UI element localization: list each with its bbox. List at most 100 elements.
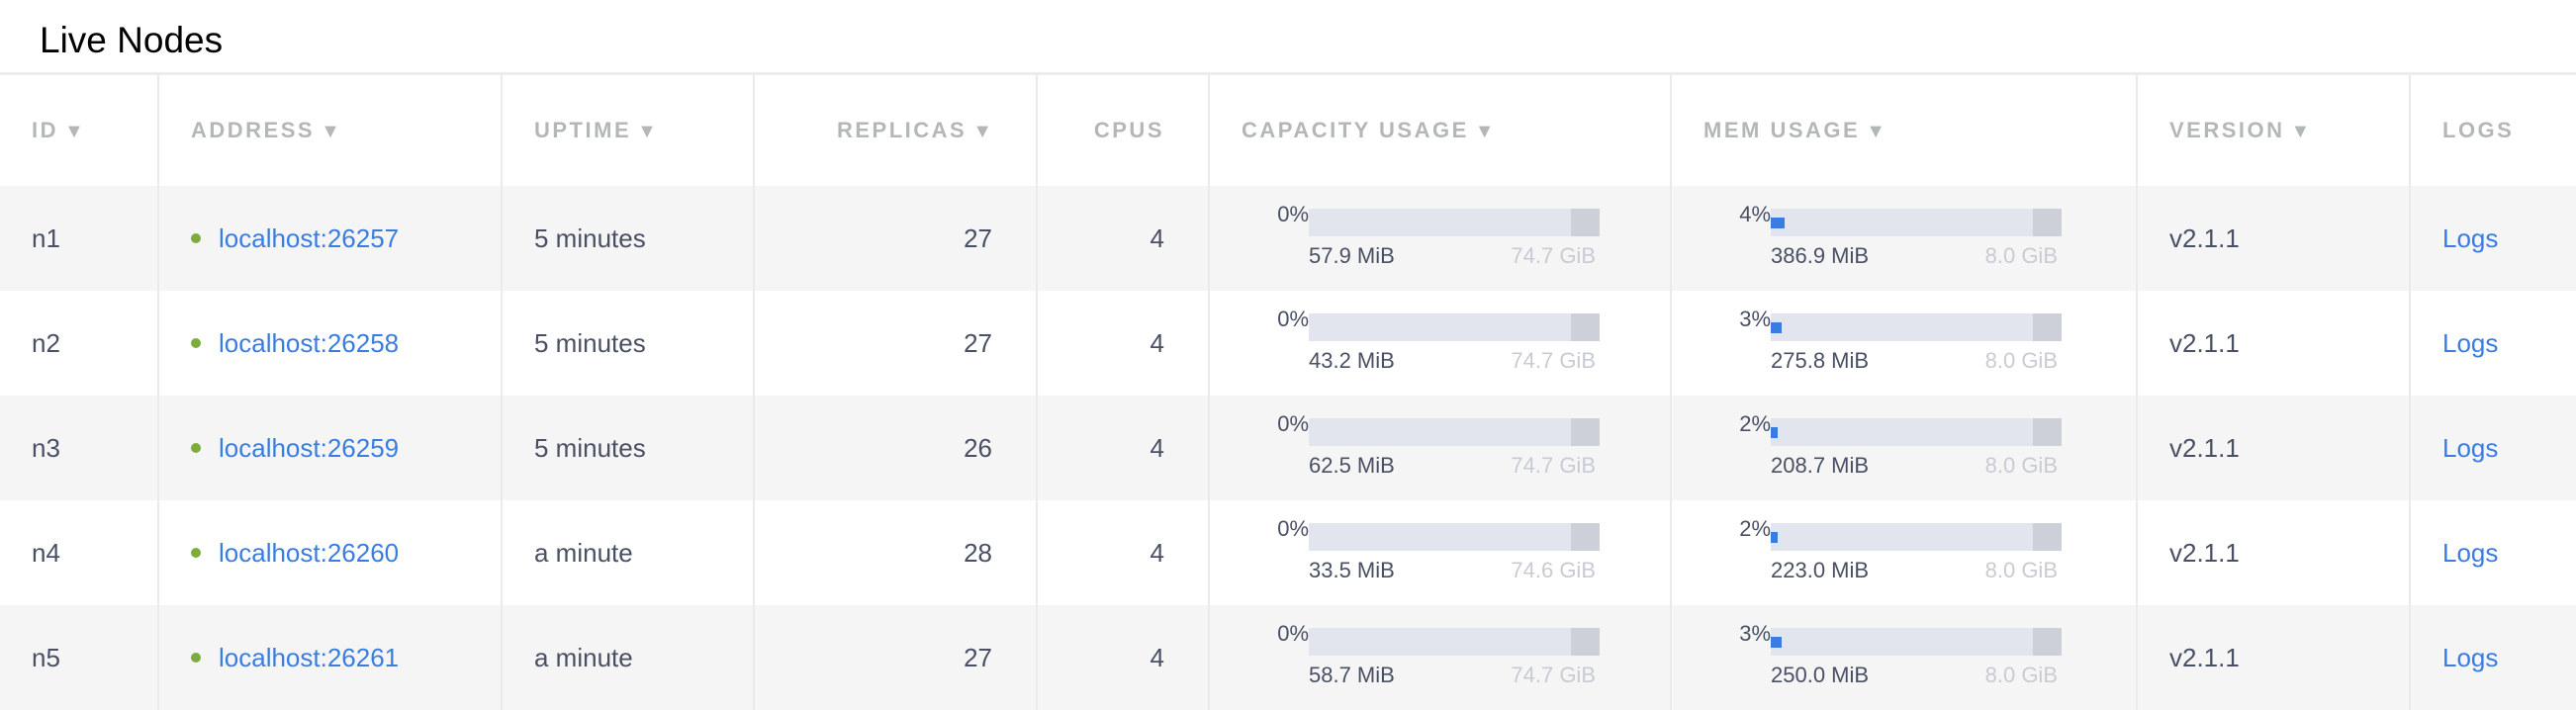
column-header-label: UPTIME xyxy=(534,118,632,142)
cap-percent: 0% xyxy=(1277,307,1309,331)
mem-usage-cell: 3% 250.0 MiB 8.0 GiB xyxy=(1670,605,2137,710)
mem-percent: 2% xyxy=(1739,411,1771,436)
logs-link[interactable]: Logs xyxy=(2442,327,2499,358)
page-title: Live Nodes xyxy=(40,20,224,60)
mem-usage: 2% 223.0 MiB 8.0 GiB xyxy=(1703,508,2136,597)
column-header-address[interactable]: ADDRESS ▼ xyxy=(157,75,502,186)
node-uptime: a minute xyxy=(501,605,754,710)
cap-percent: 0% xyxy=(1277,411,1309,436)
sort-arrow-icon[interactable]: ▼ xyxy=(2290,121,2311,142)
column-header-id[interactable]: ID ▼ xyxy=(0,75,158,186)
cap-usage: 0% 62.5 MiB 74.7 GiB xyxy=(1242,403,1670,492)
cap-total: 74.6 GiB xyxy=(1511,558,1596,582)
mem-percent: 4% xyxy=(1739,202,1771,226)
cap-usage-bar xyxy=(1309,523,1600,551)
mem-usage: 3% 250.0 MiB 8.0 GiB xyxy=(1703,613,2136,702)
cap-total: 74.7 GiB xyxy=(1511,663,1596,687)
mem-usage-bar xyxy=(1771,418,2062,446)
mem-usage-bar-end xyxy=(2033,628,2062,656)
column-header-label: MEM USAGE xyxy=(1703,118,1861,142)
logs-link[interactable]: Logs xyxy=(2442,432,2499,463)
status-live-icon xyxy=(191,652,201,663)
node-address-cell: localhost:26261 xyxy=(157,605,502,710)
sort-arrow-icon[interactable]: ▼ xyxy=(64,121,84,142)
cap-used: 57.9 MiB xyxy=(1309,243,1395,268)
logs-link[interactable]: Logs xyxy=(2442,222,2499,253)
mem-usage-cell: 4% 386.9 MiB 8.0 GiB xyxy=(1670,186,2137,291)
mem-percent: 3% xyxy=(1739,307,1771,331)
mem-used: 386.9 MiB xyxy=(1771,243,1870,268)
mem-usage-cell: 3% 275.8 MiB 8.0 GiB xyxy=(1670,291,2137,396)
node-uptime: a minute xyxy=(501,500,754,605)
capacity-usage-cell: 0% 57.9 MiB 74.7 GiB xyxy=(1208,186,1671,291)
status-live-icon xyxy=(191,232,201,243)
cap-total: 74.7 GiB xyxy=(1511,453,1596,478)
column-header-logs: LOGS xyxy=(2409,75,2576,186)
column-header-replicas[interactable]: REPLICAS ▼ xyxy=(753,75,1037,186)
node-address-link[interactable]: localhost:26261 xyxy=(219,642,400,672)
node-cpus: 4 xyxy=(1036,186,1209,291)
cap-usage: 0% 43.2 MiB 74.7 GiB xyxy=(1242,299,1670,388)
node-logs-cell: Logs xyxy=(2409,605,2576,710)
mem-usage-fill xyxy=(1771,427,1779,438)
logs-link[interactable]: Logs xyxy=(2442,642,2499,672)
column-header-label: ADDRESS xyxy=(191,118,316,142)
mem-used: 223.0 MiB xyxy=(1771,558,1870,582)
mem-total: 8.0 GiB xyxy=(1984,663,2058,687)
mem-usage-bar-end xyxy=(2033,313,2062,341)
status-live-icon xyxy=(191,442,201,453)
mem-usage-bar-end xyxy=(2033,209,2062,236)
column-header-capacity-usage[interactable]: CAPACITY USAGE ▼ xyxy=(1208,75,1671,186)
sort-arrow-icon[interactable]: ▼ xyxy=(637,121,657,142)
cap-used: 58.7 MiB xyxy=(1309,663,1395,687)
node-address-link[interactable]: localhost:26259 xyxy=(219,432,400,463)
node-id: n1 xyxy=(0,186,158,291)
sort-arrow-icon[interactable]: ▼ xyxy=(972,121,992,142)
logs-link[interactable]: Logs xyxy=(2442,537,2499,568)
sort-arrow-icon[interactable]: ▼ xyxy=(1474,121,1495,142)
cap-usage-bar xyxy=(1309,628,1600,656)
cap-usage-bar-end xyxy=(1571,209,1600,236)
node-cpus: 4 xyxy=(1036,396,1209,500)
table-header-row: ID ▼ ADDRESS ▼ UPTIME ▼ REPLICAS ▼ CPUS CAPACITY … xyxy=(0,75,2576,186)
column-header-version[interactable]: VERSION ▼ xyxy=(2136,75,2410,186)
node-address-link[interactable]: localhost:26258 xyxy=(219,327,400,358)
cap-usage-bar-end xyxy=(1571,628,1600,656)
cap-usage-bar xyxy=(1309,313,1600,341)
status-live-icon xyxy=(191,547,201,558)
node-address-link[interactable]: localhost:26260 xyxy=(219,537,400,568)
column-header-mem-usage[interactable]: MEM USAGE ▼ xyxy=(1670,75,2137,186)
node-address-cell: localhost:26257 xyxy=(157,186,502,291)
sort-arrow-icon[interactable]: ▼ xyxy=(1866,121,1886,142)
mem-used: 250.0 MiB xyxy=(1771,663,1870,687)
cap-used: 33.5 MiB xyxy=(1309,558,1395,582)
mem-usage-cell: 2% 208.7 MiB 8.0 GiB xyxy=(1670,396,2137,500)
cap-percent: 0% xyxy=(1277,621,1309,646)
cap-usage-bar-end xyxy=(1571,418,1600,446)
column-header-uptime[interactable]: UPTIME ▼ xyxy=(501,75,754,186)
node-logs-cell: Logs xyxy=(2409,500,2576,605)
status-live-icon xyxy=(191,337,201,348)
node-address-link[interactable]: localhost:26257 xyxy=(219,222,400,253)
mem-usage: 4% 386.9 MiB 8.0 GiB xyxy=(1703,194,2136,283)
node-replicas: 27 xyxy=(753,605,1037,710)
column-header-label: ID xyxy=(32,118,58,142)
cap-total: 74.7 GiB xyxy=(1511,348,1596,373)
cap-usage-bar xyxy=(1309,209,1600,236)
cap-used: 43.2 MiB xyxy=(1309,348,1395,373)
node-version: v2.1.1 xyxy=(2136,605,2410,710)
mem-usage-fill xyxy=(1771,532,1779,543)
mem-percent: 2% xyxy=(1739,516,1771,541)
sort-arrow-icon[interactable]: ▼ xyxy=(321,121,340,142)
node-address-cell: localhost:26259 xyxy=(157,396,502,500)
divider xyxy=(0,72,2576,75)
node-address-cell: localhost:26260 xyxy=(157,500,502,605)
cap-percent: 0% xyxy=(1277,516,1309,541)
mem-usage-bar xyxy=(1771,313,2062,341)
node-cpus: 4 xyxy=(1036,291,1209,396)
capacity-usage-cell: 0% 62.5 MiB 74.7 GiB xyxy=(1208,396,1671,500)
column-header-label: CAPACITY USAGE xyxy=(1242,118,1469,142)
node-logs-cell: Logs xyxy=(2409,291,2576,396)
node-version: v2.1.1 xyxy=(2136,291,2410,396)
cap-usage: 0% 57.9 MiB 74.7 GiB xyxy=(1242,194,1670,283)
